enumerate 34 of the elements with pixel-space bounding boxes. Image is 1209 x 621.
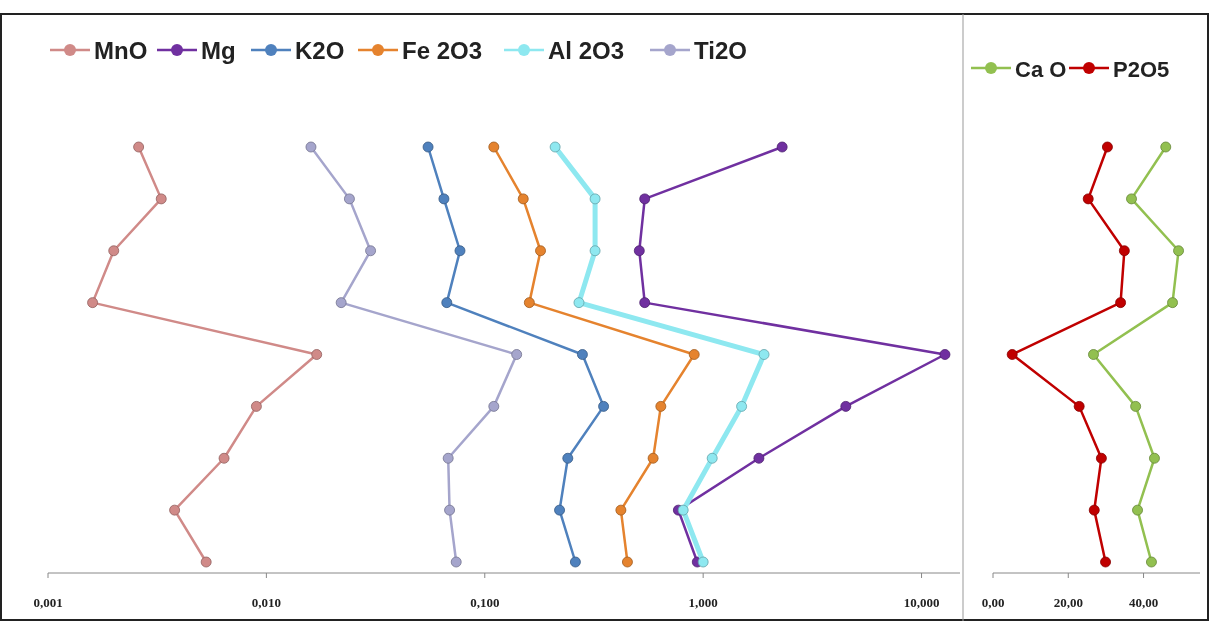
point: [1160, 141, 1172, 153]
point: [1130, 400, 1142, 412]
legend-label: Ca O: [1015, 57, 1067, 82]
x-tick-label: 0,100: [470, 595, 500, 610]
point: [1095, 452, 1107, 464]
point: [1006, 349, 1018, 360]
x-tick-label: 0,010: [251, 595, 282, 610]
point: [1146, 556, 1157, 568]
x-tick-label: 40,00: [1128, 595, 1159, 610]
point: [1100, 556, 1111, 568]
point: [1149, 452, 1160, 464]
legend-label: K2O: [295, 37, 345, 64]
x-tick-label: 1,000: [688, 595, 718, 610]
point: [1115, 297, 1126, 309]
legend-label: Mg: [201, 37, 236, 64]
x-tick-label: 0,00: [981, 595, 1005, 610]
x-tick-label: 20,00: [1053, 595, 1083, 610]
point: [1088, 349, 1099, 360]
point: [1173, 245, 1184, 257]
legend-label: P2O5: [1113, 57, 1170, 82]
point: [1118, 245, 1130, 257]
point: [1132, 504, 1143, 516]
legend-label: Fe 2O3: [402, 37, 483, 64]
legend-label: MnO: [94, 37, 148, 64]
legend-label: Al 2O3: [548, 37, 625, 64]
x-tick-label: 0,001: [33, 595, 63, 610]
legend-label: Ti2O: [694, 37, 747, 64]
point: [1088, 504, 1100, 516]
x-tick-label: 10,000: [903, 595, 940, 610]
point: [1082, 193, 1094, 205]
point: [1073, 400, 1085, 412]
point: [1102, 141, 1113, 153]
point: [1167, 297, 1178, 309]
point: [1126, 193, 1137, 205]
